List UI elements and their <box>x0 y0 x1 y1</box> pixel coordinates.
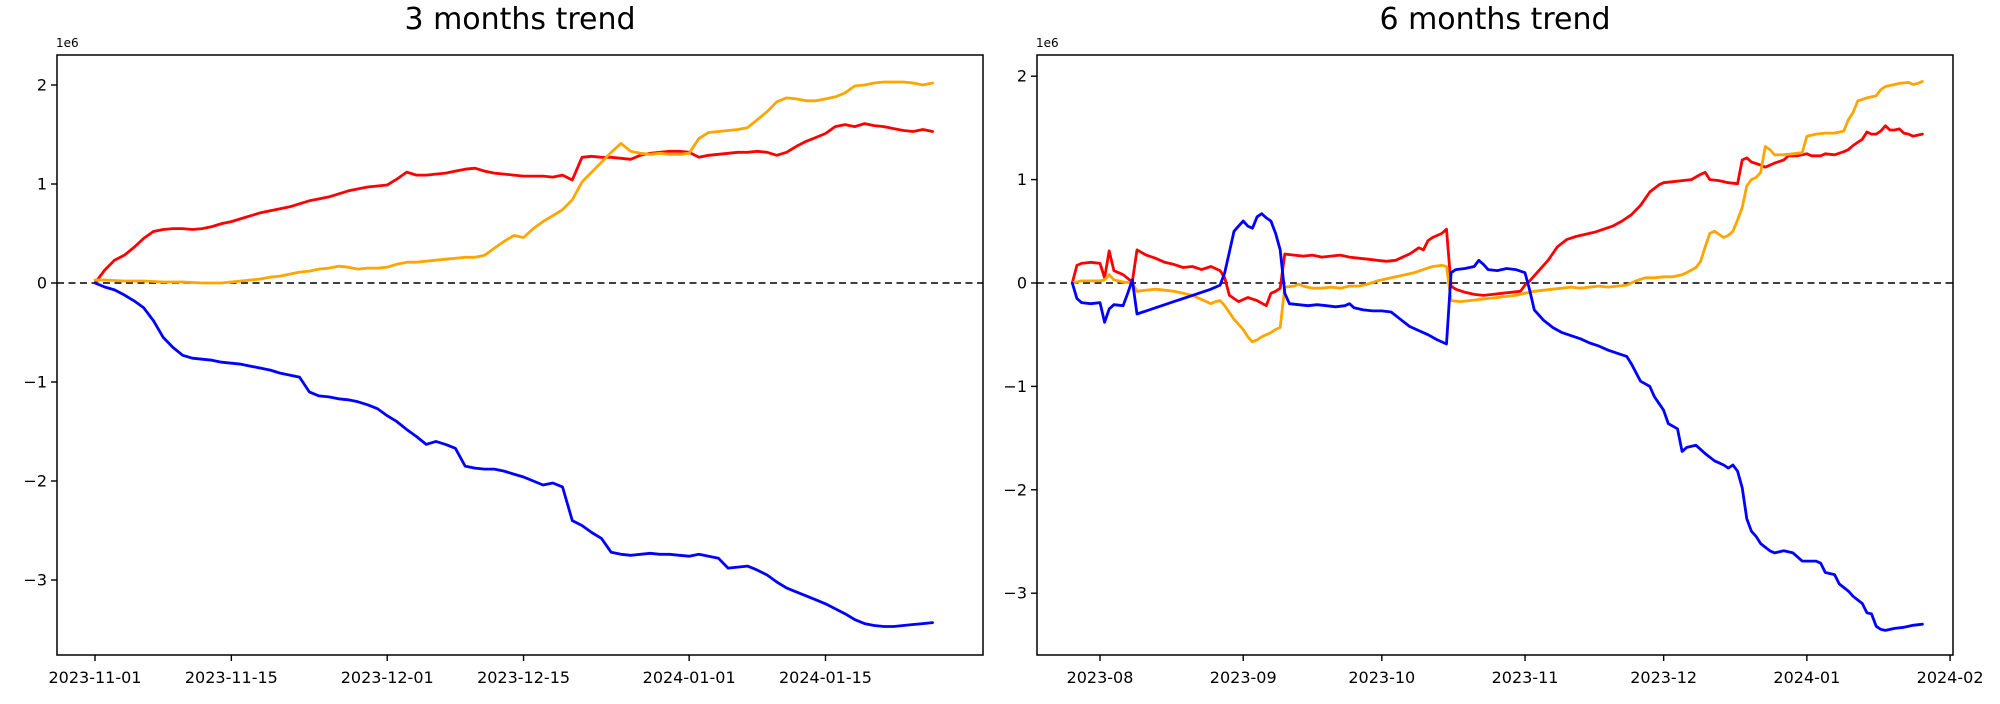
y-tick-label: −3 <box>23 571 47 590</box>
y-tick-label: 2 <box>37 76 47 95</box>
series-line-blue <box>93 281 934 628</box>
y-axis-offset-label: 1e6 <box>56 36 79 50</box>
x-tick-label: 2024-01-15 <box>779 668 872 687</box>
x-tick-label: 2023-10 <box>1348 668 1415 687</box>
y-tick-label: −2 <box>23 472 47 491</box>
axes-spines <box>1036 54 1954 656</box>
x-tick-label: 2023-09 <box>1210 668 1277 687</box>
x-tick-label: 2024-02 <box>1917 668 1984 687</box>
x-tick-label: 2023-08 <box>1067 668 1134 687</box>
y-tick-label: 2 <box>1017 67 1027 86</box>
x-tick-label: 2023-11-01 <box>49 668 142 687</box>
x-tick-label: 2023-11-15 <box>185 668 278 687</box>
x-tick-label: 2024-01-01 <box>643 668 736 687</box>
y-tick-label: −2 <box>1003 480 1027 499</box>
series-line-blue <box>1070 212 1924 632</box>
series-line-orange <box>1070 80 1924 344</box>
x-tick-label: 2023-12 <box>1630 668 1697 687</box>
x-tick-label: 2024-01 <box>1773 668 1840 687</box>
y-axis-offset-label: 1e6 <box>1036 36 1059 50</box>
y-tick-label: 0 <box>37 274 47 293</box>
y-tick-label: 1 <box>37 175 47 194</box>
x-tick-label: 2023-12-01 <box>341 668 434 687</box>
y-tick-label: −1 <box>1003 377 1027 396</box>
y-tick-label: −3 <box>1003 584 1027 603</box>
chart-title-6-months: 6 months trend <box>1379 2 1611 37</box>
y-tick-label: 0 <box>1017 274 1027 293</box>
series-line-red <box>1070 124 1924 308</box>
x-tick-label: 2023-12-15 <box>477 668 570 687</box>
y-tick-label: 1 <box>1017 170 1027 189</box>
x-tick-label: 2023-11 <box>1492 668 1559 687</box>
chart-title-3-months: 3 months trend <box>404 2 636 37</box>
series-line-orange <box>93 80 934 285</box>
axes-spines <box>56 54 984 656</box>
series-line-red <box>93 122 934 285</box>
y-tick-label: −1 <box>23 373 47 392</box>
